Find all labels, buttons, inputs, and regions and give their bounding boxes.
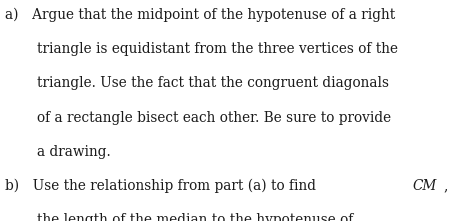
- Text: b) Use the relationship from part (a) to find: b) Use the relationship from part (a) to…: [5, 179, 321, 193]
- Text: ,: ,: [444, 179, 448, 193]
- Text: CM: CM: [412, 179, 437, 193]
- Text: a drawing.: a drawing.: [37, 145, 111, 159]
- Text: triangle is equidistant from the three vertices of the: triangle is equidistant from the three v…: [37, 42, 398, 56]
- Text: the length of the median to the hypotenuse of: the length of the median to the hypotenu…: [37, 213, 353, 221]
- Text: a) Argue that the midpoint of the hypotenuse of a right: a) Argue that the midpoint of the hypote…: [5, 7, 396, 22]
- Text: of a rectangle bisect each other. Be sure to provide: of a rectangle bisect each other. Be sur…: [37, 110, 391, 125]
- Text: triangle. Use the fact that the congruent diagonals: triangle. Use the fact that the congruen…: [37, 76, 389, 90]
